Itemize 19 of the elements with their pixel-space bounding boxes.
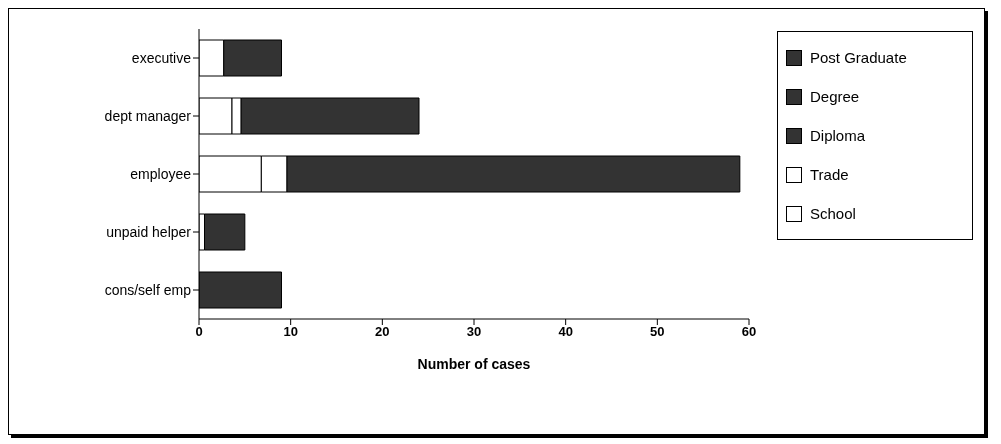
x-tick-label: 10 bbox=[283, 324, 298, 340]
legend-label: Degree bbox=[810, 88, 860, 105]
x-tick-label: 50 bbox=[650, 324, 665, 340]
y-tick-label: dept manager bbox=[104, 107, 192, 124]
y-tick-label: employee bbox=[130, 165, 192, 182]
y-tick-label: cons/self emp bbox=[104, 281, 192, 298]
x-tick-label: 20 bbox=[375, 324, 390, 340]
x-axis-title: Number of cases bbox=[417, 356, 531, 372]
x-tick-label: 0 bbox=[195, 324, 203, 340]
x-tick-label: 60 bbox=[741, 324, 757, 340]
bar bbox=[204, 213, 246, 251]
x-tick-label: 30 bbox=[466, 324, 482, 340]
legend-label: Diploma bbox=[810, 127, 866, 144]
legend-label: Trade bbox=[810, 166, 849, 183]
legend-label: Post Graduate bbox=[810, 49, 907, 66]
x-tick-label: 40 bbox=[558, 324, 573, 340]
y-tick-label: unpaid helper bbox=[106, 223, 192, 240]
legend-label: School bbox=[810, 205, 856, 222]
y-tick-label: executive bbox=[131, 49, 192, 66]
